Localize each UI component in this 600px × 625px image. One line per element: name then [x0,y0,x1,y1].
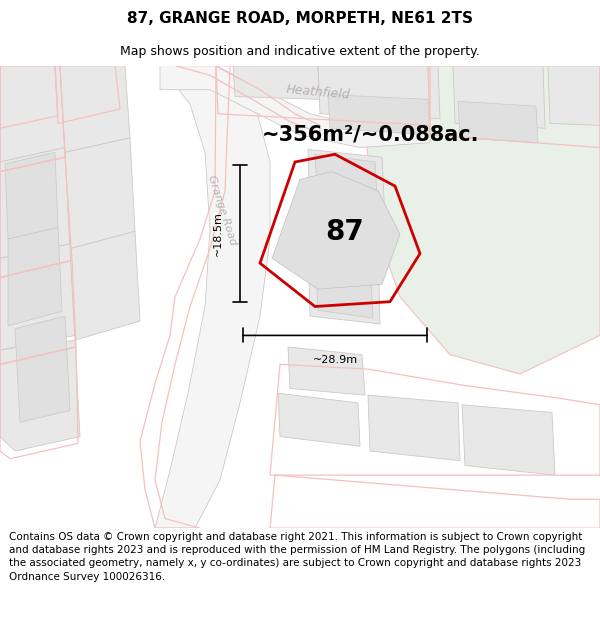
Polygon shape [0,340,80,451]
Polygon shape [288,347,365,395]
Text: Map shows position and indicative extent of the property.: Map shows position and indicative extent… [120,45,480,58]
Polygon shape [65,138,135,249]
Polygon shape [308,241,380,324]
Polygon shape [315,154,378,215]
Text: Heathfield: Heathfield [286,83,350,102]
Polygon shape [8,228,62,326]
Polygon shape [328,94,430,135]
Text: Contains OS data © Crown copyright and database right 2021. This information is : Contains OS data © Crown copyright and d… [9,532,585,581]
Polygon shape [60,66,130,152]
Polygon shape [70,231,140,340]
Polygon shape [5,152,58,239]
Text: ~18.5m: ~18.5m [213,211,223,256]
Text: ~28.9m: ~28.9m [313,356,358,366]
Text: Grange Road: Grange Road [206,174,238,246]
Polygon shape [0,66,65,162]
Polygon shape [315,247,373,318]
Polygon shape [0,148,70,258]
Polygon shape [453,66,545,128]
Polygon shape [462,405,555,475]
Polygon shape [15,316,70,422]
Polygon shape [272,172,400,289]
Polygon shape [318,66,440,119]
Polygon shape [155,66,270,528]
Polygon shape [0,244,75,350]
Polygon shape [308,149,385,220]
Text: 87, GRANGE ROAD, MORPETH, NE61 2TS: 87, GRANGE ROAD, MORPETH, NE61 2TS [127,11,473,26]
Polygon shape [233,66,320,99]
Polygon shape [160,66,430,148]
Polygon shape [278,393,360,446]
Text: ~356m²/~0.088ac.: ~356m²/~0.088ac. [261,125,479,145]
Polygon shape [365,66,600,374]
Polygon shape [368,395,460,461]
Polygon shape [548,66,600,126]
Text: 87: 87 [325,219,364,246]
Polygon shape [458,101,538,142]
